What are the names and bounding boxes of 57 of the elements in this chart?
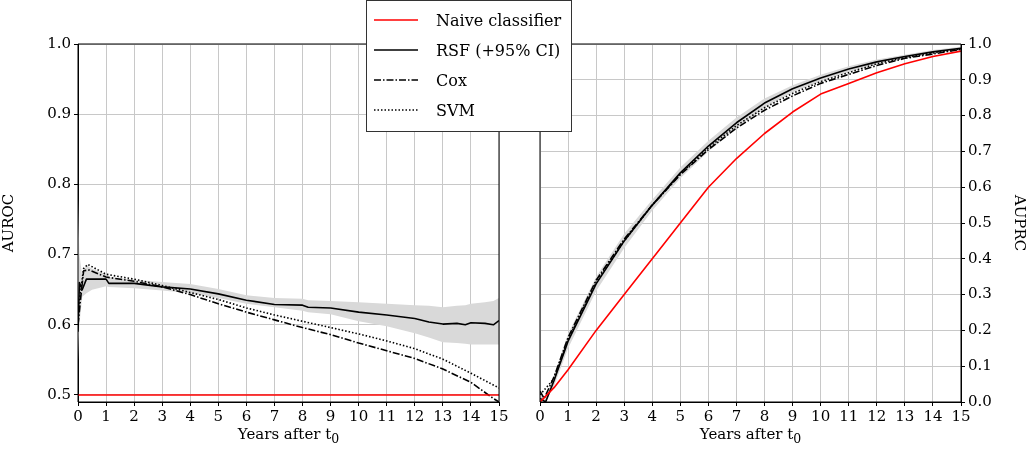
x-tick-label: 3 [157, 406, 167, 425]
y-tick-label: 0.4 [968, 248, 992, 267]
y-tick-label: 0.8 [47, 174, 71, 193]
x-tick-label: 2 [129, 406, 139, 425]
legend-label: RSF (+95% CI) [436, 40, 561, 60]
y-tick-label: 0.7 [47, 244, 71, 263]
x-axis-title: Years after t$_{0}$ [236, 425, 341, 446]
x-tick-label: 15 [951, 406, 971, 425]
x-tick-label: 10 [349, 406, 369, 425]
x-tick-label: 5 [675, 406, 686, 425]
y-tick-label: 1.0 [47, 33, 71, 52]
x-tick-label: 4 [647, 406, 658, 425]
x-tick-label: 2 [591, 406, 601, 425]
x-tick-label: 9 [787, 406, 798, 425]
y-tick-label: 0.1 [968, 356, 992, 375]
y-tick-label: 0.8 [968, 105, 992, 124]
x-tick-label: 15 [489, 406, 509, 425]
y-tick-label: 0.6 [968, 177, 992, 196]
x-tick-label: 0 [535, 406, 545, 425]
y-tick-label: 0.2 [968, 320, 992, 339]
y-tick-label: 0.5 [968, 212, 992, 231]
x-tick-label: 5 [213, 406, 224, 425]
y-tick-label: 0.0 [968, 391, 992, 410]
x-tick-label: 7 [269, 406, 280, 425]
y-tick-label: 0.7 [968, 141, 992, 160]
x-tick-label: 1 [101, 406, 111, 425]
legend-label: Cox [436, 70, 467, 90]
y-tick-label: 1.0 [968, 33, 992, 52]
y-tick-label: 0.3 [968, 284, 992, 303]
x-tick-label: 4 [185, 406, 196, 425]
x-tick-label: 12 [867, 406, 887, 425]
x-tick-label: 14 [461, 406, 481, 425]
x-tick-label: 10 [811, 406, 831, 425]
y-tick-label: 0.6 [47, 314, 71, 333]
x-tick-label: 13 [433, 406, 453, 425]
x-tick-label: 12 [405, 406, 425, 425]
x-tick-label: 7 [731, 406, 742, 425]
x-tick-label: 0 [73, 406, 83, 425]
legend-label: SVM [436, 100, 475, 120]
x-tick-label: 13 [895, 406, 915, 425]
y-tick-label: 0.5 [47, 384, 71, 403]
x-tick-label: 11 [839, 406, 859, 425]
x-tick-label: 11 [377, 406, 397, 425]
y-axis-title: AUROC [0, 193, 17, 254]
x-axis-title: Years after t$_{0}$ [698, 425, 803, 446]
x-tick-label: 14 [923, 406, 943, 425]
y-axis-title: AUPRC [1011, 193, 1028, 252]
x-tick-label: 6 [703, 406, 714, 425]
x-tick-label: 3 [619, 406, 629, 425]
x-tick-label: 6 [241, 406, 252, 425]
legend-label: Naive classifier [436, 10, 562, 30]
y-tick-label: 0.9 [968, 69, 992, 88]
x-tick-label: 1 [563, 406, 573, 425]
x-tick-label: 9 [325, 406, 336, 425]
x-tick-label: 8 [759, 406, 770, 425]
y-tick-label: 0.9 [47, 104, 71, 123]
x-tick-label: 8 [297, 406, 308, 425]
